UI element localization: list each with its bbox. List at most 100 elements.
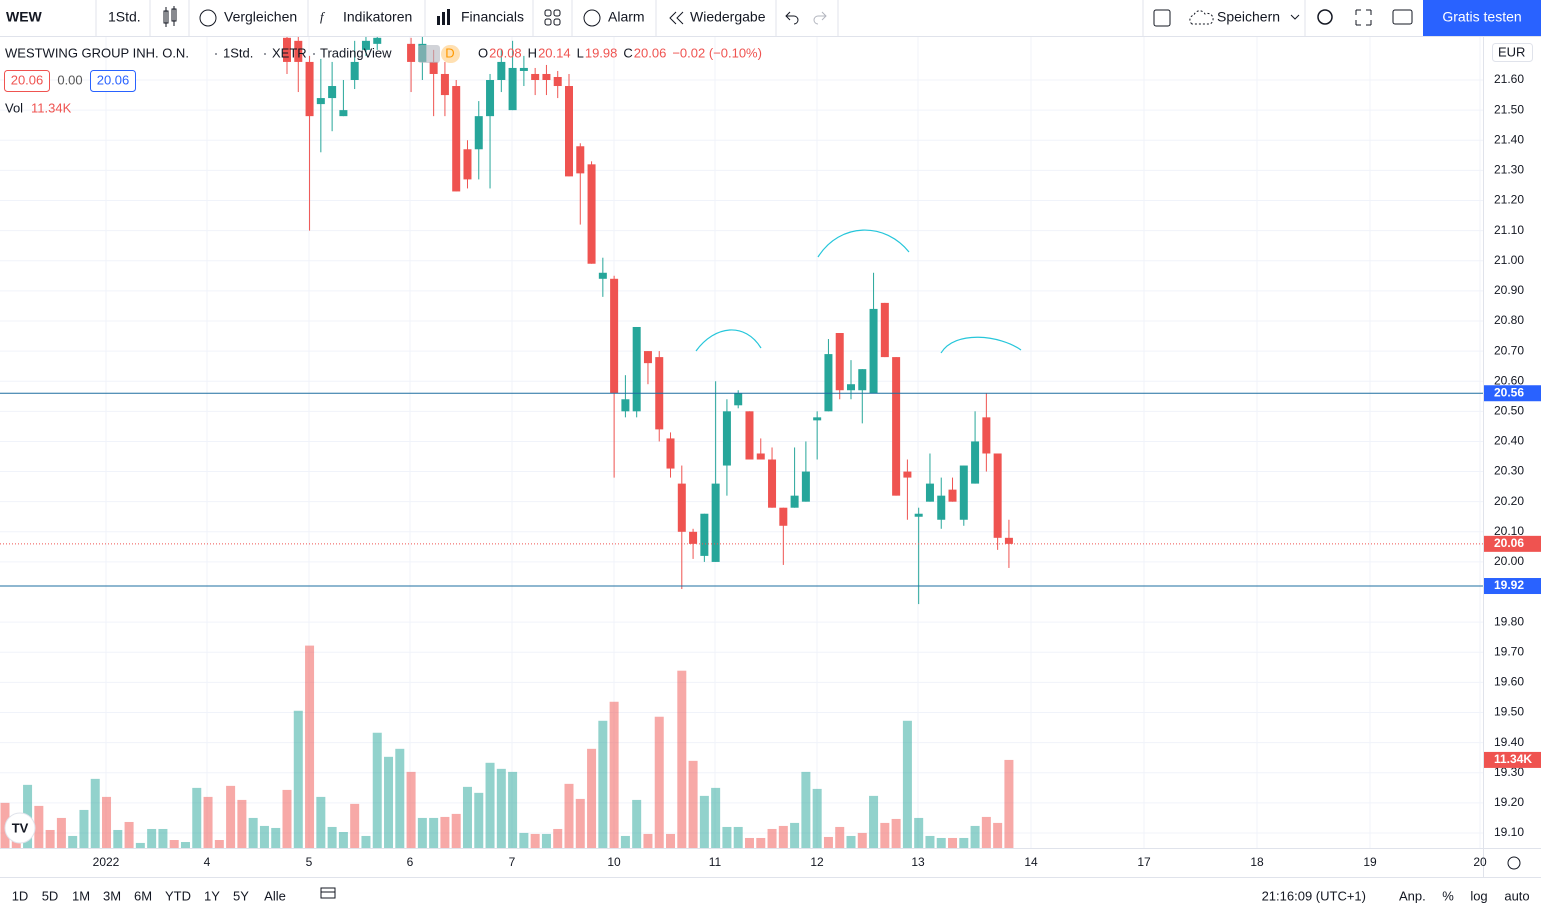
range-button[interactable]: 3M [103, 888, 121, 903]
currency-box[interactable] [1492, 43, 1533, 62]
alert-button[interactable]: Alarm [608, 9, 645, 25]
layout-icon[interactable] [544, 9, 561, 26]
snapshot-icon[interactable] [1392, 9, 1413, 25]
compare-button[interactable]: Vergleichen [224, 9, 297, 25]
financials-button[interactable]: Financials [461, 9, 524, 25]
volume-bar [158, 828, 168, 848]
x-tick-label: 4 [204, 855, 211, 869]
range-button[interactable]: 1D [12, 888, 29, 903]
candle-body [598, 272, 607, 279]
legend-dots [215, 53, 315, 55]
currency[interactable]: EUR [1498, 44, 1525, 59]
save-menu-arrow[interactable] [1290, 14, 1300, 20]
y-tick-label: 19.60 [1494, 675, 1524, 689]
compare-icon[interactable] [199, 9, 217, 27]
volume-bar [948, 837, 958, 848]
legend-open: 20.08 [489, 45, 522, 60]
volume-bar [395, 748, 405, 848]
symbol[interactable]: WEW [6, 9, 43, 25]
candle-body [305, 61, 314, 117]
range-button[interactable]: 1M [72, 888, 90, 903]
candle-body [497, 61, 506, 80]
replay-button[interactable]: Wiedergabe [690, 9, 766, 25]
range-button[interactable]: Alle [264, 888, 286, 903]
range-button[interactable]: YTD [165, 888, 191, 903]
volume-bar [350, 803, 360, 848]
alert-icon[interactable] [583, 9, 601, 27]
candle-body [587, 164, 596, 264]
interval-button[interactable]: 1Std. [108, 9, 141, 25]
volume-bar [169, 840, 179, 848]
volume-bar [56, 817, 66, 848]
range-button[interactable]: 5D [42, 888, 59, 903]
auto-toggle[interactable]: auto [1504, 888, 1529, 903]
y-tick-label: 20.20 [1494, 494, 1524, 508]
x-tick-label: 12 [810, 855, 824, 869]
y-tick-label: 20.70 [1494, 343, 1524, 357]
range-button[interactable]: 5Y [233, 888, 249, 903]
candle-body [711, 483, 720, 562]
volume-bar [90, 778, 100, 848]
candle-body [440, 73, 449, 96]
adjust-toggle[interactable]: Anp. [1399, 888, 1426, 903]
volume-bar [654, 716, 664, 848]
volume-bar [869, 795, 879, 848]
log-toggle[interactable]: log [1470, 888, 1487, 903]
logo-bg[interactable] [4, 812, 36, 844]
candle-body [316, 98, 325, 105]
undo-icon[interactable] [785, 11, 799, 25]
candle-body [835, 333, 844, 391]
volume-bar [462, 786, 472, 848]
price-badge-label: 19.92 [1494, 578, 1524, 592]
axis-settings[interactable] [1507, 856, 1521, 870]
candle-body [790, 495, 799, 508]
volume-bar [970, 825, 980, 848]
candle-body [914, 513, 923, 517]
cta-button[interactable] [1423, 0, 1541, 36]
percent-toggle[interactable]: % [1442, 888, 1454, 903]
cta-label[interactable]: Gratis testen [1442, 9, 1521, 25]
y-tick-label: 20.30 [1494, 464, 1524, 478]
legend-eye[interactable] [418, 45, 440, 63]
financials-icon[interactable] [437, 9, 450, 25]
candle-body [677, 483, 686, 532]
x-tick-label: 19 [1363, 855, 1377, 869]
save-icon[interactable] [1189, 10, 1214, 25]
volume-bar [666, 833, 676, 848]
legend-badge: D [445, 45, 454, 60]
volume-bar [135, 842, 145, 848]
volume-bar [778, 825, 788, 848]
chart-type-icon[interactable] [163, 6, 177, 27]
volume-bar [925, 835, 935, 848]
settings-icon[interactable] [1317, 9, 1333, 25]
volume-bar [474, 792, 484, 848]
volume-bar [293, 710, 303, 848]
replay-icon[interactable] [669, 11, 684, 25]
x-tick-label: 6 [407, 855, 414, 869]
candle-body [463, 149, 472, 180]
volume-bar [79, 809, 89, 848]
range-button[interactable]: 1Y [204, 888, 220, 903]
volume-bar [203, 796, 213, 848]
x-tick-label: 17 [1137, 855, 1151, 869]
volume-bar [45, 829, 55, 848]
bid: 20.06 [11, 72, 44, 87]
x-tick-label: 14 [1024, 855, 1038, 869]
save-button[interactable]: Speichern [1217, 9, 1280, 25]
indicators-icon[interactable]: f [320, 9, 326, 24]
candle-body [553, 76, 562, 87]
candle-body [925, 483, 934, 502]
toolbar-separators [95, 0, 1306, 36]
expand-icon[interactable] [1355, 9, 1372, 26]
y-tick-label: 19.70 [1494, 644, 1524, 658]
fullscreen-toggle[interactable] [1153, 9, 1171, 27]
volume-bar [812, 788, 822, 848]
volume-bar [733, 826, 743, 848]
indicators-button[interactable]: Indikatoren [343, 9, 412, 25]
range-button[interactable]: 6M [134, 888, 152, 903]
candle-body [824, 354, 833, 412]
y-tick-label: 19.40 [1494, 735, 1524, 749]
date-range-icon[interactable] [320, 887, 336, 899]
logo[interactable]: TV [12, 820, 29, 835]
volume-bar [124, 821, 134, 848]
